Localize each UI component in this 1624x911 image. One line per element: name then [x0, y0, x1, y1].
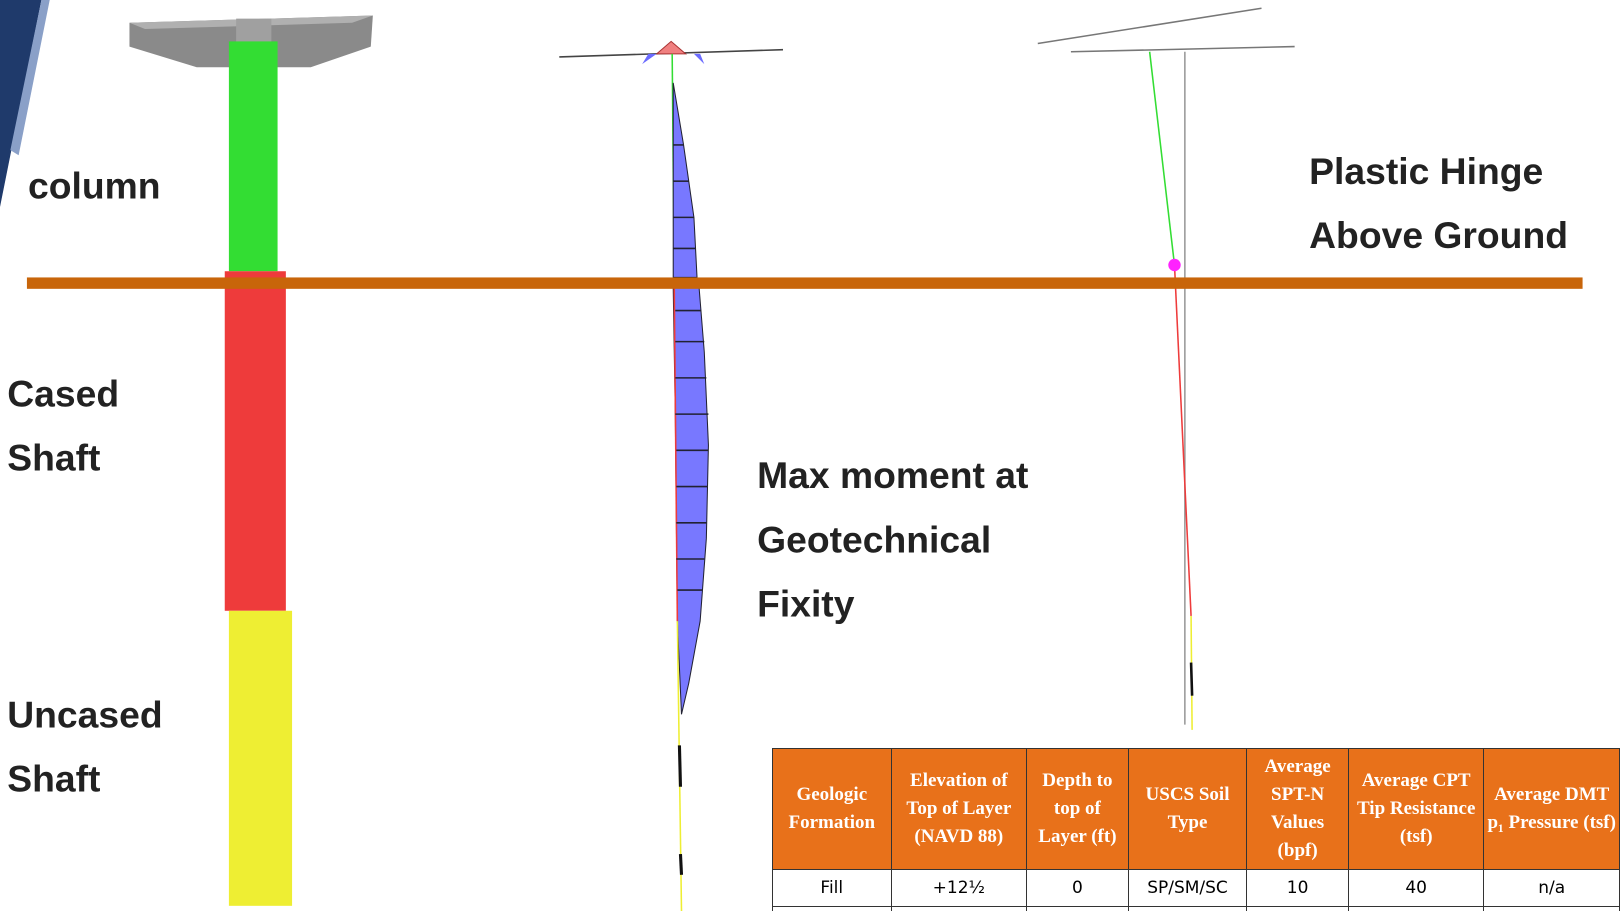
cased-shaft-segment	[224, 271, 286, 611]
label: Fixity	[757, 582, 855, 624]
moment-tail	[677, 745, 683, 787]
column-segment	[228, 41, 278, 272]
uncased-shaft-segment	[228, 610, 293, 906]
table-cell: 0	[1026, 869, 1129, 907]
table-cell	[890, 906, 1028, 911]
label: Plastic Hinge	[1309, 150, 1543, 192]
deflected-tail	[1189, 662, 1194, 696]
header-row: Geologic Formation Elevation of Top of La…	[772, 748, 1620, 870]
moment-cap	[655, 40, 688, 55]
deflected-shaft	[1173, 264, 1192, 616]
soil-table-wrap: Geologic Formation Elevation of Top of La…	[772, 748, 1622, 911]
table-body: Fill +12½ 0 SP/SM/SC 10 40 n/a	[772, 869, 1620, 911]
table-cell	[1246, 906, 1349, 911]
table-cell	[1026, 906, 1129, 911]
original-deck	[1070, 45, 1295, 53]
moment-cap	[642, 53, 657, 65]
label: Cased	[7, 372, 119, 414]
label: Above Ground	[1309, 214, 1568, 256]
label: Max moment at	[757, 454, 1028, 496]
table-row: Fill +12½ 0 SP/SM/SC 10 40 n/a	[772, 869, 1620, 907]
corner-stripe	[10, 0, 50, 156]
table-row	[772, 906, 1620, 911]
label: Geotechnical	[757, 518, 991, 560]
moment-hatch	[673, 144, 709, 591]
table-cell	[772, 906, 892, 911]
member-line	[673, 287, 679, 622]
header-cell: Geologic Formation	[772, 748, 892, 870]
header-cell: Elevation of Top of Layer (NAVD 88)	[890, 748, 1028, 870]
deflected-deck	[1037, 7, 1262, 45]
header-cell: USCS Soil Type	[1127, 748, 1248, 870]
table-cell: SP/SM/SC	[1127, 869, 1248, 907]
header-cell: Average CPT Tip Resistance (tsf)	[1347, 748, 1485, 870]
moment-cap	[693, 53, 705, 65]
ground-line	[26, 277, 1583, 289]
label: column	[28, 164, 161, 206]
label: Shaft	[7, 757, 100, 799]
labels: column Cased Shaft Uncased Shaft Max moment a…	[7, 150, 1568, 800]
table-cell: Fill	[772, 869, 892, 907]
moment-tail	[678, 853, 684, 875]
table-cell: n/a	[1483, 869, 1620, 907]
label: Shaft	[7, 437, 100, 479]
plastic-hinge	[1168, 258, 1181, 272]
table-cell	[1347, 906, 1485, 911]
table-cell: +12½	[890, 869, 1028, 907]
table-cell	[1483, 906, 1620, 911]
deflected-column	[1148, 51, 1176, 266]
table-cell	[1127, 906, 1248, 911]
soil-table: Geologic Formation Elevation of Top of La…	[772, 748, 1620, 911]
label: Uncased	[7, 693, 162, 735]
header-cell: Depth to top of Layer (ft)	[1026, 748, 1129, 870]
table-cell: 40	[1347, 869, 1485, 907]
moment-diagram	[672, 82, 698, 278]
table-cell: 10	[1246, 869, 1349, 907]
header-cell: Average SPT-N Values (bpf)	[1246, 748, 1349, 870]
header-cell: Average DMT p₁ Pressure (tsf)	[1483, 748, 1620, 870]
